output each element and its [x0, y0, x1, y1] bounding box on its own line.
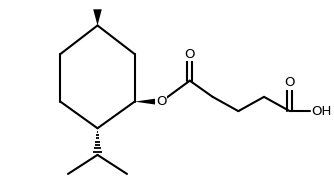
Text: O: O: [156, 95, 167, 108]
Polygon shape: [93, 9, 102, 26]
Text: O: O: [285, 76, 295, 89]
Text: O: O: [185, 48, 195, 61]
Text: OH: OH: [312, 105, 332, 118]
Polygon shape: [135, 98, 161, 105]
